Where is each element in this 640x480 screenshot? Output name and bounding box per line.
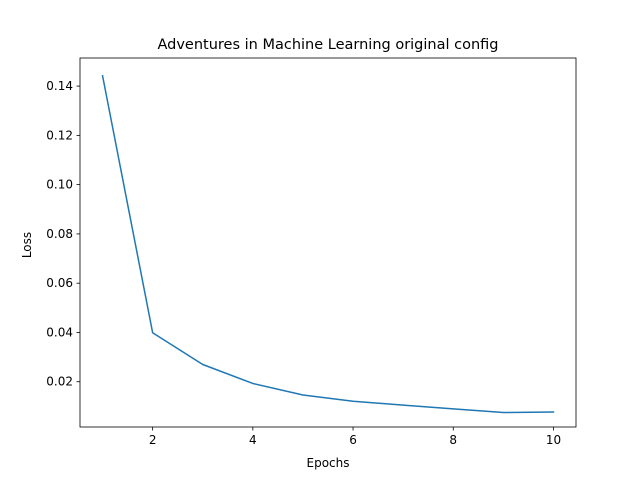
x-tick-label: 8 [449, 433, 457, 447]
x-axis-ticks: 2 4 6 8 10 [149, 427, 561, 447]
x-axis-label: Epochs [307, 456, 350, 470]
y-tick-label: 0.02 [46, 375, 73, 389]
y-tick-label: 0.06 [46, 276, 73, 290]
x-tick-label: 10 [546, 433, 561, 447]
y-tick-label: 0.10 [46, 178, 73, 192]
y-tick-label: 0.04 [46, 325, 73, 339]
x-tick-label: 4 [249, 433, 257, 447]
x-tick-label: 6 [349, 433, 357, 447]
chart-title: Adventures in Machine Learning original … [157, 37, 498, 53]
y-tick-label: 0.08 [46, 227, 73, 241]
y-axis-label: Loss [20, 232, 34, 258]
y-axis-ticks: 0.02 0.04 0.06 0.08 0.10 0.12 0.14 [46, 79, 80, 389]
y-tick-label: 0.12 [46, 128, 73, 142]
series-line-0 [101, 74, 555, 414]
x-tick-label: 2 [149, 433, 157, 447]
y-tick-label: 0.14 [46, 79, 73, 93]
plot-area [79, 57, 577, 428]
plot-frame [79, 57, 577, 428]
